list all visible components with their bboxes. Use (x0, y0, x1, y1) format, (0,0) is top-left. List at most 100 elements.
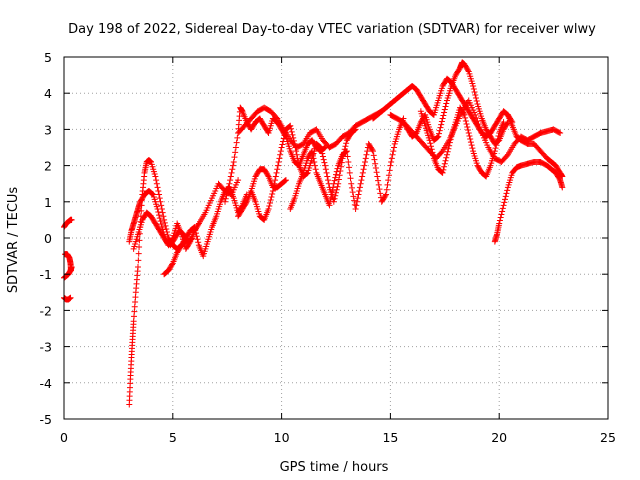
data-point (282, 177, 289, 184)
data-point (321, 159, 328, 166)
data-point (357, 180, 364, 187)
data-point (356, 187, 363, 194)
x-tick-label: 25 (600, 430, 616, 445)
data-point (428, 146, 435, 153)
data-point (389, 151, 396, 158)
data-point (493, 142, 500, 149)
data-point (268, 193, 275, 200)
data-point (324, 173, 331, 180)
data-point (472, 111, 479, 118)
data-point (358, 177, 365, 184)
data-point (233, 139, 240, 146)
data-point (441, 163, 448, 170)
data-point (264, 172, 271, 179)
data-point (482, 172, 489, 179)
data-point (157, 198, 164, 205)
data-point (502, 193, 509, 200)
data-point (473, 114, 480, 121)
data-point (388, 155, 395, 162)
data-point (234, 134, 241, 141)
data-point (273, 169, 280, 176)
data-point (502, 196, 509, 203)
data-point (351, 127, 358, 134)
data-point (387, 162, 394, 169)
data-point (446, 142, 453, 149)
data-point (351, 201, 358, 208)
data-point (334, 183, 341, 190)
data-point (230, 162, 237, 169)
data-point (461, 111, 468, 118)
data-point (153, 180, 160, 187)
data-point (154, 206, 161, 213)
data-point (385, 172, 392, 179)
data-point (383, 186, 390, 193)
data-point (388, 158, 395, 165)
data-point (225, 183, 232, 190)
data-point (274, 162, 281, 169)
data-point (443, 100, 450, 107)
data-point (272, 177, 279, 184)
data-point (375, 177, 382, 184)
data-point (290, 134, 297, 141)
data-point (335, 176, 342, 183)
y-tick-label: 2 (44, 159, 52, 174)
data-point (311, 158, 318, 165)
data-point (442, 103, 449, 110)
y-tick-label: -5 (40, 412, 52, 427)
data-point (157, 218, 164, 225)
y-tick-label: 5 (44, 50, 52, 65)
data-point (191, 224, 198, 231)
data-point (500, 119, 507, 126)
data-point (350, 193, 357, 200)
data-point (192, 227, 199, 234)
x-tick-label: 20 (491, 430, 507, 445)
data-point (435, 130, 442, 137)
data-point (232, 144, 239, 151)
data-point (440, 112, 447, 119)
data-point (227, 177, 234, 184)
data-point (152, 173, 159, 180)
data-point (464, 123, 471, 130)
data-point (427, 140, 434, 147)
data-point (193, 230, 200, 237)
data-point (438, 149, 445, 156)
data-point (434, 134, 441, 141)
data-point (444, 148, 451, 155)
data-series (417, 104, 507, 180)
data-point (441, 109, 448, 116)
data-point (156, 195, 163, 202)
y-tick-label: 4 (44, 86, 52, 101)
data-point (288, 128, 295, 135)
axes-layer: 0 5 10 15 20 25 -5 -4 -3 -2 -1 0 1 2 3 4 5 (40, 50, 616, 445)
data-point (317, 144, 324, 151)
data-point (326, 202, 333, 209)
data-point (279, 141, 286, 148)
data-point (163, 225, 170, 232)
data-point (342, 143, 349, 150)
data-point (471, 88, 478, 95)
data-point (374, 173, 381, 180)
data-point (325, 177, 332, 184)
data-point (385, 177, 392, 184)
data-point (362, 155, 369, 162)
data-point (195, 239, 202, 246)
data-point (291, 140, 298, 147)
data-point (222, 195, 229, 202)
data-layer (61, 59, 566, 408)
data-point (556, 129, 563, 136)
data-point (429, 149, 436, 156)
data-point (292, 144, 299, 151)
data-point (156, 215, 163, 222)
data-point (274, 166, 281, 173)
data-point (232, 149, 239, 156)
data-series (504, 111, 566, 180)
data-point (270, 184, 277, 191)
data-point (500, 202, 507, 209)
x-tick-label: 0 (60, 430, 68, 445)
data-point (494, 139, 501, 146)
data-point (344, 153, 351, 160)
data-point (281, 178, 288, 185)
